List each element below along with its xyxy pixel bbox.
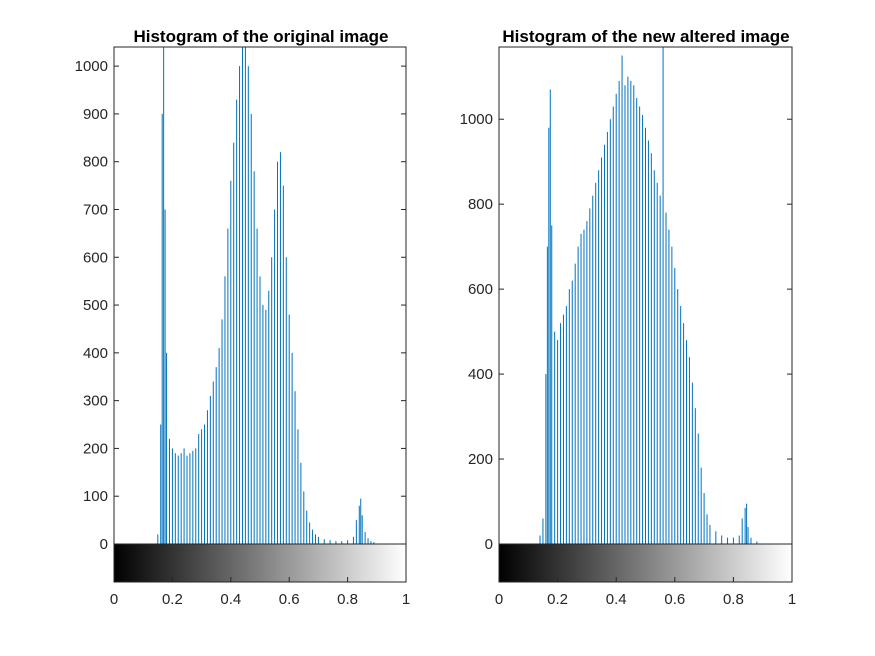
x-tick-label: 1 [788,591,796,608]
y-tick-label: 800 [468,196,493,213]
x-tick-label: 0.2 [162,591,183,608]
x-tick-label: 1 [402,591,410,608]
y-tick-label: 800 [83,154,108,171]
bars [539,47,758,544]
x-tick-label: 0.4 [606,591,627,608]
grayscale-colorbar [113,543,407,583]
histogram-original-panel: Histogram of the original image 0 100 200 3… [75,27,411,608]
chart-title: Histogram of the new altered image [502,27,789,46]
grayscale-colorbar [498,543,793,583]
x-axis: 0 0.2 0.4 0.6 0.8 1 [495,577,796,608]
y-axis: 0 200 400 600 800 1000 [460,111,792,553]
x-tick-label: 0 [110,591,118,608]
x-tick-label: 0 [495,591,503,608]
x-tick-label: 0.2 [547,591,568,608]
y-tick-label: 900 [83,106,108,123]
y-axis: 0 100 200 300 400 500 600 700 800 900 1000 [75,58,406,553]
y-tick-label: 600 [468,281,493,298]
y-tick-label: 0 [485,536,493,553]
y-tick-label: 1000 [75,58,108,75]
x-tick-label: 0.4 [220,591,241,608]
x-tick-label: 0.8 [723,591,744,608]
x-tick-label: 0.8 [337,591,358,608]
y-tick-label: 200 [83,440,108,457]
y-tick-label: 500 [83,297,108,314]
bars [157,47,375,544]
x-axis: 0 0.2 0.4 0.6 0.8 1 [110,577,410,608]
y-tick-label: 1000 [460,111,493,128]
y-tick-label: 400 [83,345,108,362]
y-tick-label: 300 [83,393,108,410]
y-tick-label: 600 [83,249,108,266]
x-tick-label: 0.6 [664,591,685,608]
chart-title: Histogram of the original image [133,27,388,46]
x-tick-label: 0.6 [279,591,300,608]
y-tick-label: 400 [468,366,493,383]
y-tick-label: 100 [83,488,108,505]
histogram-altered-panel: Histogram of the new altered image 0 200 4… [460,27,797,608]
y-tick-label: 0 [100,536,108,553]
y-tick-label: 700 [83,201,108,218]
y-tick-label: 200 [468,451,493,468]
